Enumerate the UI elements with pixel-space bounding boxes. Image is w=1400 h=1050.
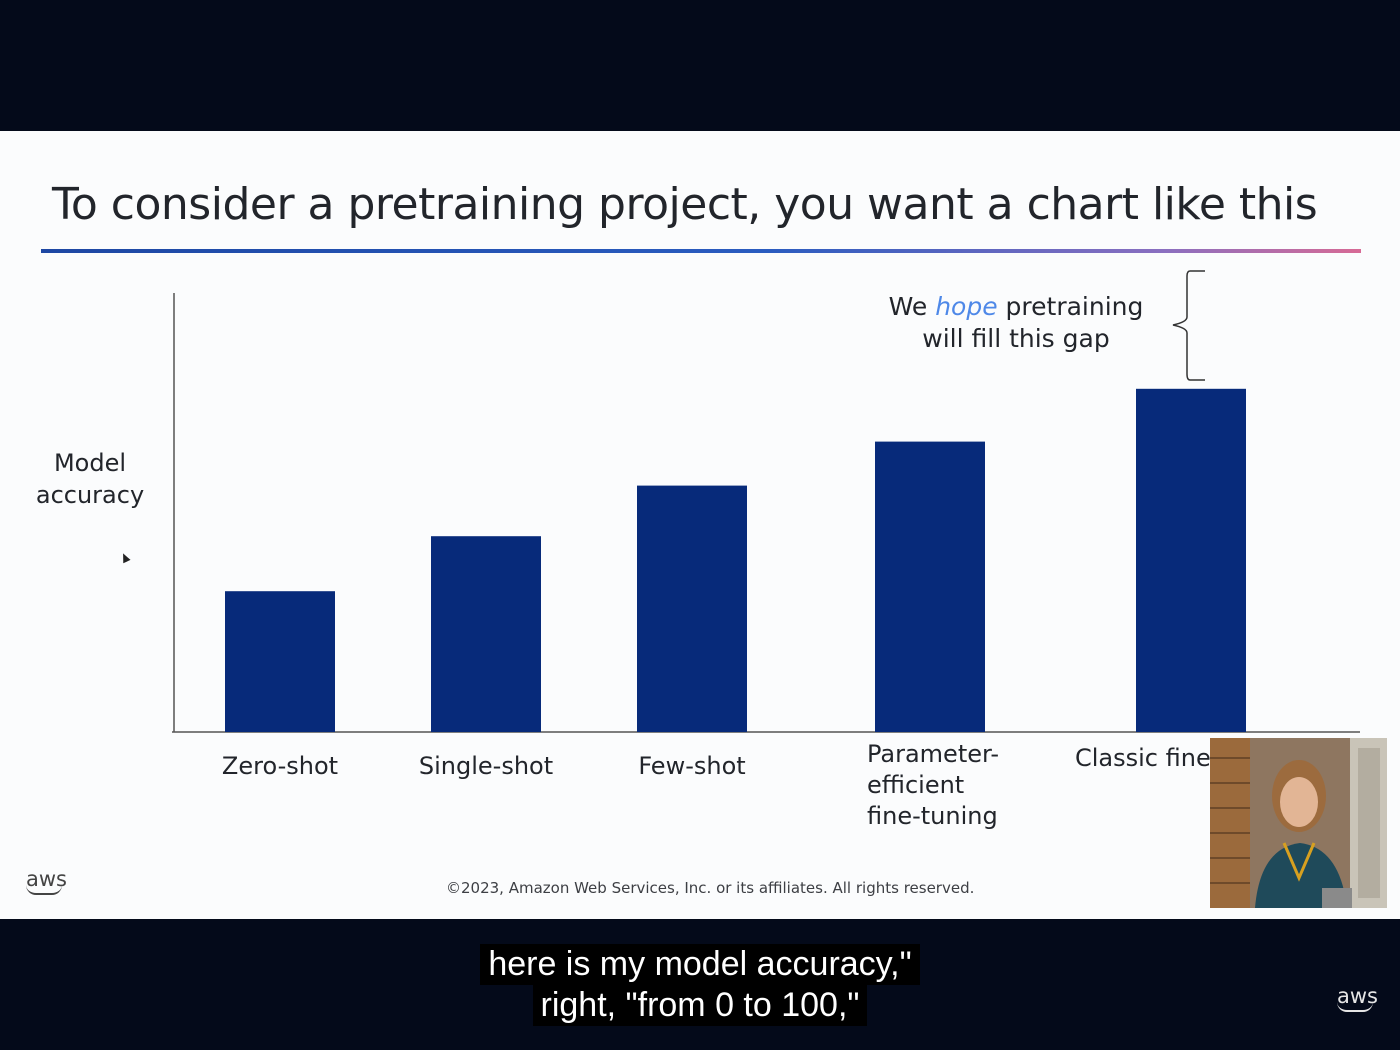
aws-watermark-smile-icon	[1337, 1002, 1373, 1012]
aws-watermark-text: aws	[1337, 984, 1378, 1008]
copyright-text: ©2023, Amazon Web Services, Inc. or its …	[446, 879, 975, 897]
x-tick-label-5: Classic fine-	[1075, 744, 1220, 772]
bar-chart	[172, 270, 1360, 733]
caption-line-1: here is my model accuracy,"	[480, 944, 920, 985]
bars-group	[225, 388, 1246, 732]
x-tick-label-3: Few-shot	[638, 752, 746, 780]
speaker-video-thumbnail	[1210, 738, 1387, 908]
y-axis-label: Model accuracy	[35, 449, 145, 509]
bar-2	[431, 536, 541, 732]
caption-line-2: right, "from 0 to 100,"	[532, 985, 868, 1026]
aws-logo-icon: aws	[26, 867, 67, 895]
x-tick-label-1: Zero-shot	[221, 752, 339, 780]
gap-brace	[1172, 270, 1205, 381]
annotation-emphasis: hope	[935, 292, 998, 321]
aws-smile-icon	[26, 885, 62, 895]
title-rule	[41, 249, 1361, 253]
bar-1	[225, 591, 335, 732]
annotation-line-2: will fill this gap	[922, 324, 1110, 353]
x-tick-label-2: Single-shot	[418, 752, 554, 780]
bar-3	[637, 485, 747, 732]
aws-watermark-icon: aws	[1337, 984, 1378, 1012]
caption-area: here is my model accuracy," right, "from…	[0, 944, 1400, 1026]
annotation-text-pre: We	[888, 292, 936, 321]
slide-title: To consider a pretraining project, you w…	[52, 179, 1318, 230]
speaker-image	[1210, 738, 1387, 908]
bar-4	[875, 441, 985, 732]
annotation-text-post: pretraining	[997, 292, 1144, 321]
gap-annotation: We hope pretraining will fill this gap	[880, 291, 1152, 355]
aws-logo-text: aws	[26, 867, 67, 891]
bar-5	[1136, 388, 1246, 732]
slide: To consider a pretraining project, you w…	[0, 131, 1400, 919]
x-tick-label-4: Parameter- efficient fine-tuning	[867, 740, 999, 830]
